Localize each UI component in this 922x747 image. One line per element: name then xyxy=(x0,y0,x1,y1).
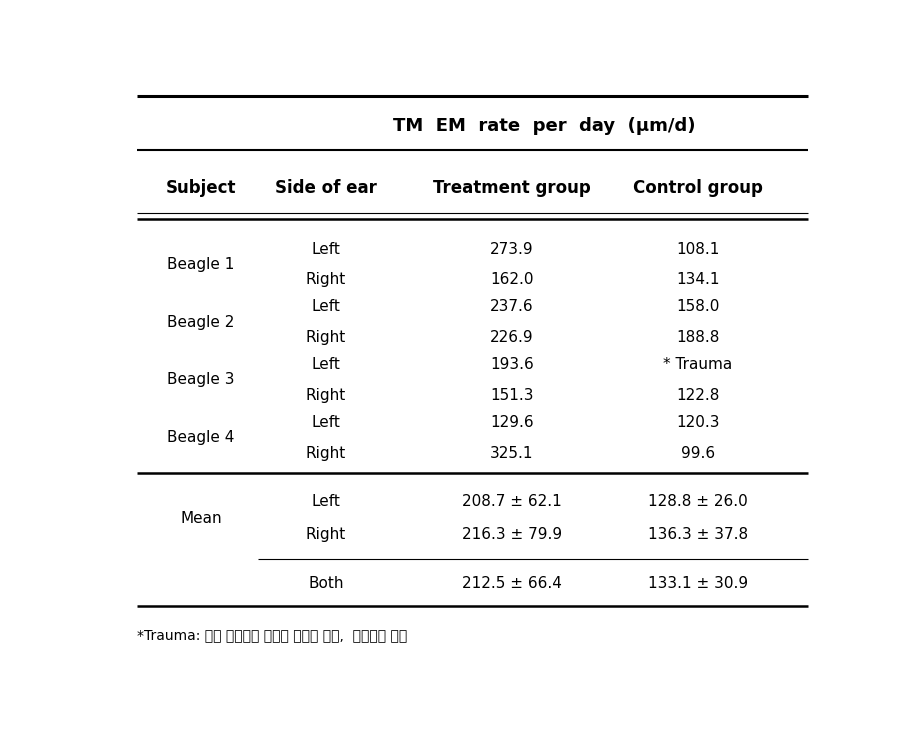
Text: Beagle 1: Beagle 1 xyxy=(167,257,235,272)
Text: Treatment group: Treatment group xyxy=(433,179,591,197)
Text: * Trauma: * Trauma xyxy=(663,357,732,372)
Text: Right: Right xyxy=(306,388,346,403)
Text: Beagle 3: Beagle 3 xyxy=(167,373,235,388)
Text: Control group: Control group xyxy=(632,179,762,197)
Text: Left: Left xyxy=(312,300,340,314)
Text: 193.6: 193.6 xyxy=(490,357,534,372)
Text: 120.3: 120.3 xyxy=(676,415,719,430)
Text: 325.1: 325.1 xyxy=(491,445,534,461)
Text: Right: Right xyxy=(306,527,346,542)
Text: Right: Right xyxy=(306,445,346,461)
Text: Both: Both xyxy=(308,577,344,592)
Text: 134.1: 134.1 xyxy=(676,273,719,288)
Text: TM  EM  rate  per  day  (μm/d): TM EM rate per day (μm/d) xyxy=(393,117,695,134)
Text: 162.0: 162.0 xyxy=(491,273,534,288)
Text: Right: Right xyxy=(306,330,346,345)
Text: 216.3 ± 79.9: 216.3 ± 79.9 xyxy=(462,527,561,542)
Text: Left: Left xyxy=(312,415,340,430)
Text: Beagle 4: Beagle 4 xyxy=(167,430,235,445)
Text: Mean: Mean xyxy=(180,511,222,526)
Text: Right: Right xyxy=(306,273,346,288)
Text: Left: Left xyxy=(312,494,340,509)
Text: Left: Left xyxy=(312,241,340,256)
Text: 129.6: 129.6 xyxy=(490,415,534,430)
Text: Subject: Subject xyxy=(166,179,236,197)
Text: 133.1 ± 30.9: 133.1 ± 30.9 xyxy=(647,577,748,592)
Text: 212.5 ± 66.4: 212.5 ± 66.4 xyxy=(462,577,561,592)
Text: Side of ear: Side of ear xyxy=(275,179,377,197)
Text: 237.6: 237.6 xyxy=(490,300,534,314)
Text: 136.3 ± 37.8: 136.3 ± 37.8 xyxy=(647,527,748,542)
Text: 158.0: 158.0 xyxy=(676,300,719,314)
Text: 128.8 ± 26.0: 128.8 ± 26.0 xyxy=(648,494,748,509)
Text: *Trauma: 이도 손상으로 구조적 문제가 발생,  평가에서 제외: *Trauma: 이도 손상으로 구조적 문제가 발생, 평가에서 제외 xyxy=(136,629,407,642)
Text: 108.1: 108.1 xyxy=(676,241,719,256)
Text: 273.9: 273.9 xyxy=(490,241,534,256)
Text: Beagle 2: Beagle 2 xyxy=(167,314,235,329)
Text: 226.9: 226.9 xyxy=(490,330,534,345)
Text: 99.6: 99.6 xyxy=(680,445,715,461)
Text: 208.7 ± 62.1: 208.7 ± 62.1 xyxy=(462,494,561,509)
Text: 122.8: 122.8 xyxy=(676,388,719,403)
Text: Left: Left xyxy=(312,357,340,372)
Text: 188.8: 188.8 xyxy=(676,330,719,345)
Text: 151.3: 151.3 xyxy=(491,388,534,403)
